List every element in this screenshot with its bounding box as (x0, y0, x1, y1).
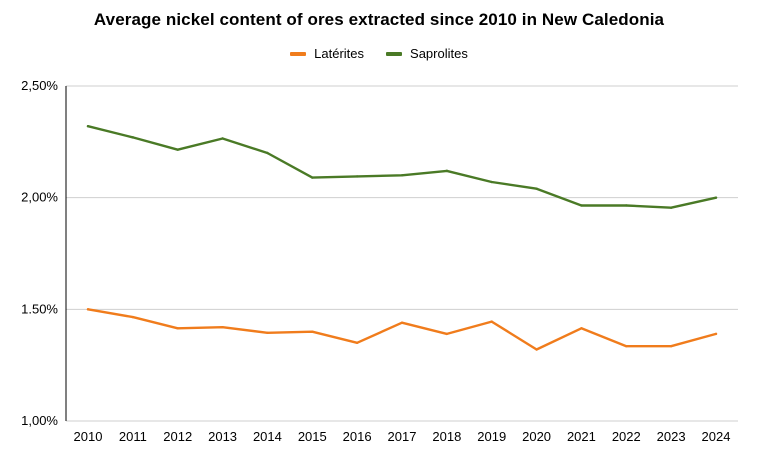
x-tick-label: 2017 (388, 429, 417, 444)
data-point-saprolites (580, 204, 583, 207)
series-line-saprolites (86, 124, 718, 209)
legend-swatch-saprolites (386, 51, 403, 56)
data-point-saprolites (669, 206, 673, 209)
legend-item-saprolites: Saprolites (386, 46, 468, 61)
data-point-laterites (445, 332, 449, 336)
x-tick-label: 2014 (253, 429, 282, 444)
data-point-laterites (669, 344, 673, 348)
legend: Latérites Saprolites (0, 46, 758, 61)
x-tick-label: 2016 (343, 429, 372, 444)
data-point-laterites (400, 321, 404, 324)
data-point-saprolites (221, 137, 224, 140)
x-tick-label: 2020 (522, 429, 551, 444)
legend-item-laterites: Latérites (290, 46, 364, 61)
data-point-saprolites (86, 125, 90, 128)
data-point-laterites (311, 330, 314, 333)
x-tick-label: 2018 (432, 429, 461, 444)
data-point-laterites (176, 327, 179, 330)
data-point-saprolites (131, 136, 135, 139)
data-point-laterites (266, 331, 269, 334)
data-point-laterites (355, 341, 359, 345)
data-point-laterites (221, 326, 224, 329)
data-point-saprolites (266, 151, 269, 155)
data-point-laterites (625, 344, 628, 348)
data-point-laterites (490, 320, 493, 323)
data-point-laterites (86, 308, 90, 311)
data-point-saprolites (535, 187, 538, 190)
x-tick-label: 2021 (567, 429, 596, 444)
y-tick-label: 2,00% (21, 190, 58, 205)
x-tick-label: 2019 (477, 429, 506, 444)
data-point-saprolites (714, 196, 718, 199)
data-point-saprolites (176, 148, 179, 151)
x-tick-label: 2023 (657, 429, 686, 444)
data-point-laterites (131, 315, 135, 319)
chart-title: Average nickel content of ores extracted… (93, 10, 665, 29)
x-tick-label: 2010 (74, 429, 103, 444)
y-tick-label: 1.50% (21, 301, 58, 316)
y-tick-label: 1,00% (21, 413, 58, 428)
x-tick-label: 2015 (298, 429, 327, 444)
x-tick-label: 2022 (612, 429, 641, 444)
data-point-saprolites (490, 180, 493, 184)
series-line-laterites (86, 308, 718, 351)
x-tick-label: 2011 (119, 429, 147, 444)
legend-label-saprolites: Saprolites (410, 46, 468, 61)
x-tick-label: 2012 (163, 429, 192, 444)
x-tick-label: 2024 (702, 429, 731, 444)
data-point-laterites (580, 327, 583, 330)
y-tick-label: 2,50% (21, 78, 58, 93)
data-point-saprolites (625, 204, 628, 207)
data-point-saprolites (311, 176, 314, 179)
legend-label-laterites: Latérites (314, 46, 365, 61)
data-point-laterites (535, 348, 538, 351)
data-point-saprolites (445, 169, 449, 173)
x-tick-label: 2013 (208, 429, 237, 444)
legend-swatch-laterites (290, 51, 307, 56)
data-point-saprolites (355, 175, 359, 178)
data-point-laterites (714, 332, 718, 336)
data-point-saprolites (400, 174, 404, 177)
